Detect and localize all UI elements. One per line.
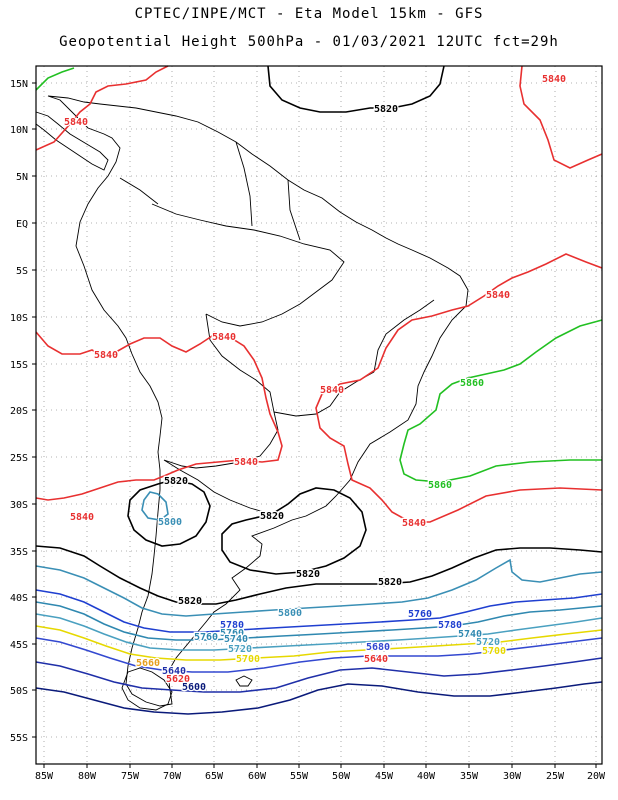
contour-line-5680 — [35, 637, 603, 673]
contour-line-5700 — [35, 625, 603, 661]
contour-label-5840: 5840 — [70, 512, 94, 523]
contour-label-5760: 5760 — [194, 632, 218, 643]
contour-line-5800 — [35, 558, 603, 617]
chart-title-line2: Geopotential Height 500hPa - 01/03/2021 … — [59, 34, 559, 50]
lon-tick-label: 40W — [417, 771, 436, 782]
contour-label-5800: 5800 — [278, 608, 302, 619]
contour-line-5860 — [35, 67, 75, 91]
contour-label-5860: 5860 — [428, 480, 452, 491]
lon-tick-label: 65W — [205, 771, 224, 782]
lat-tick-label: 15N — [10, 79, 28, 90]
contour-line-5740 — [35, 601, 603, 641]
contour-label-5840: 5840 — [64, 117, 88, 128]
lon-tick-label: 55W — [290, 771, 309, 782]
chart-title-line1: CPTEC/INPE/MCT - Eta Model 15km - GFS — [134, 6, 484, 22]
contour-line-5840 — [35, 65, 169, 151]
lat-tick-label: 5S — [16, 266, 28, 277]
tierra-del-fuego-outline — [121, 667, 173, 711]
border-lines — [119, 141, 435, 513]
contour-label-5760: 5760 — [408, 609, 432, 620]
contour-label-5640: 5640 — [162, 666, 186, 677]
lat-tick-label: 20S — [10, 406, 28, 417]
contour-label-5720: 5720 — [476, 637, 500, 648]
contour-line-5840 — [315, 253, 603, 523]
lon-tick-label: 50W — [332, 771, 351, 782]
lat-tick-label: 30S — [10, 500, 28, 511]
lon-tick-label: 85W — [35, 771, 54, 782]
lat-tick-label: 10N — [10, 125, 28, 136]
longitude-axis: 85W 80W 75W 70W 65W 60W 55W 50W 45W 40W 35W 30W 25W 2… — [35, 764, 606, 782]
lat-tick-label: 15S — [10, 360, 28, 371]
contour-label-5720: 5720 — [228, 644, 252, 655]
contour-line-5820 — [267, 65, 445, 113]
lon-tick-label: 45W — [375, 771, 394, 782]
lat-tick-label: 5N — [16, 172, 28, 183]
lat-tick-label: 25S — [10, 453, 28, 464]
contour-label-5660: 5660 — [136, 658, 160, 669]
contour-label-5820: 5820 — [164, 476, 188, 487]
contour-label-5700: 5700 — [482, 646, 506, 657]
contour-label-5820: 5820 — [260, 511, 284, 522]
lon-tick-label: 25W — [546, 771, 565, 782]
lon-tick-label: 30W — [503, 771, 522, 782]
contour-line-5640 — [35, 657, 603, 693]
lon-tick-label: 35W — [460, 771, 479, 782]
lon-tick-label: 70W — [163, 771, 182, 782]
lat-tick-label: 45S — [10, 640, 28, 651]
contour-label-5820: 5820 — [178, 596, 202, 607]
lon-tick-label: 60W — [248, 771, 267, 782]
contour-label-5620: 5620 — [166, 674, 190, 685]
lat-tick-label: 40S — [10, 593, 28, 604]
continent-outline — [47, 95, 469, 707]
contour-lines — [35, 65, 603, 715]
contour-label-5800: 5800 — [158, 517, 182, 528]
contour-label-5700: 5700 — [236, 654, 260, 665]
contour-line-5780 — [36, 578, 602, 624]
coastline-outlines — [35, 95, 469, 711]
contour-line-5840 — [519, 65, 603, 169]
lat-tick-label: EQ — [16, 219, 28, 230]
contour-line-5820 — [127, 479, 211, 547]
contour-label-5820: 5820 — [296, 569, 320, 580]
latitude-axis: 15N 10N 5N EQ 5S 10S 15S 20S 25S 30S 35S 40S 45S 50S 5… — [10, 79, 36, 744]
contour-label-5640: 5640 — [364, 654, 388, 665]
contour-label-5740: 5740 — [458, 629, 482, 640]
contour-label-5820: 5820 — [378, 577, 402, 588]
contour-line-5600 — [35, 681, 603, 715]
contour-label-5840: 5840 — [320, 385, 344, 396]
contour-label-5780: 5780 — [438, 620, 462, 631]
lon-tick-label: 20W — [587, 771, 606, 782]
contour-line-5840 — [35, 331, 283, 501]
contour-label-5820: 5820 — [374, 104, 398, 115]
contour-line-5720 — [35, 613, 603, 651]
contour-label-5840: 5840 — [234, 457, 258, 468]
falklands-outline — [235, 675, 253, 687]
contour-label-5840: 5840 — [542, 74, 566, 85]
lon-tick-label: 75W — [121, 771, 140, 782]
contour-label-5840: 5840 — [486, 290, 510, 301]
lon-tick-label: 80W — [78, 771, 97, 782]
central-america-outline — [35, 111, 109, 171]
contour-line-5760 — [35, 589, 603, 633]
lat-tick-label: 10S — [10, 313, 28, 324]
lat-tick-label: 35S — [10, 547, 28, 558]
contour-line-5820 — [221, 487, 367, 575]
contour-line-5820 — [35, 545, 603, 605]
contour-line-5800 — [141, 491, 169, 521]
contour-label-5680: 5680 — [366, 642, 390, 653]
contour-label-5600: 5600 — [182, 682, 206, 693]
contour-label-5760: 5760 — [220, 628, 244, 639]
contour-label-5780: 5780 — [220, 620, 244, 631]
contour-label-5840: 5840 — [94, 350, 118, 361]
contour-label-5740: 5740 — [224, 634, 248, 645]
lat-tick-label: 50S — [10, 686, 28, 697]
contour-line-5860 — [399, 319, 603, 483]
contour-label-5860: 5860 — [460, 378, 484, 389]
contour-label-5840: 5840 — [212, 332, 236, 343]
map-frame — [35, 65, 603, 765]
contour-labels: 5820 5840 5840 5840 5840 5840 5840 5840 5840 5840… — [63, 73, 568, 695]
contour-label-5840: 5840 — [402, 518, 426, 529]
lat-tick-label: 55S — [10, 733, 28, 744]
